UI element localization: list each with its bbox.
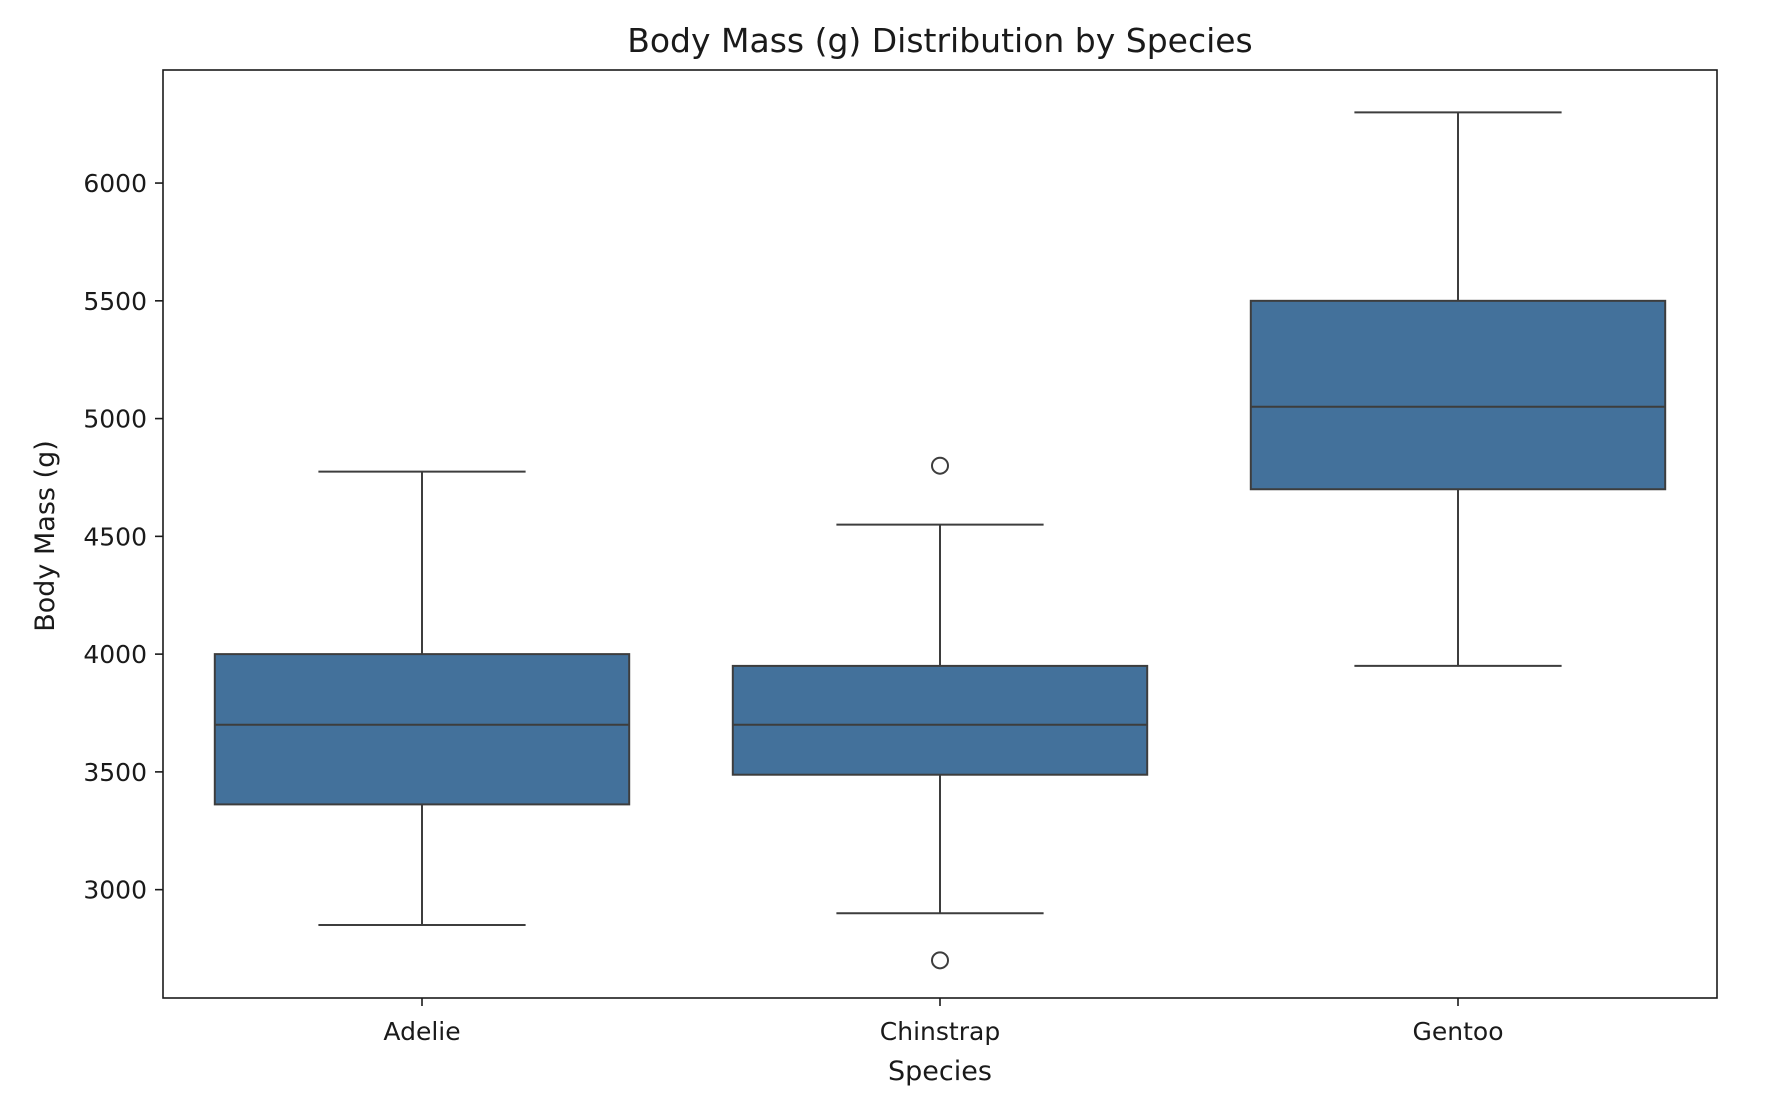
iqr-box-chinstrap (731, 664, 1149, 776)
y-tick-label-3500: 3500 (83, 758, 147, 787)
y-tick-label-6000: 6000 (83, 169, 147, 198)
chart-title: Body Mass (g) Distribution by Species (627, 21, 1253, 60)
y-axis-label: Body Mass (g) (30, 440, 61, 632)
iqr-box-gentoo (1249, 299, 1667, 491)
plot-frame (162, 69, 1718, 999)
y-tick-label-5500: 5500 (83, 287, 147, 316)
box-chinstrap (731, 456, 1149, 970)
y-tick-label-4000: 4000 (83, 640, 147, 669)
x-tick-label-gentoo: Gentoo (1413, 1017, 1504, 1046)
box-gentoo (1249, 111, 1667, 667)
x-tick-label-chinstrap: Chinstrap (880, 1017, 1000, 1046)
x-axis-ticks: Adelie Chinstrap Gentoo (383, 998, 1504, 1046)
plot-area (213, 111, 1667, 970)
iqr-box-adelie (213, 653, 631, 806)
y-tick-label-3000: 3000 (83, 876, 147, 905)
y-tick-label-5000: 5000 (83, 405, 147, 434)
y-axis-ticks: 3000 3500 4000 4500 5000 5500 6000 (83, 169, 163, 905)
box-adelie (213, 470, 631, 926)
y-tick-label-4500: 4500 (83, 522, 147, 551)
outlier-chinstrap-1 (931, 951, 949, 970)
x-tick-label-adelie: Adelie (383, 1017, 460, 1046)
x-axis-label: Species (888, 1056, 992, 1087)
outlier-chinstrap-0 (931, 456, 949, 475)
